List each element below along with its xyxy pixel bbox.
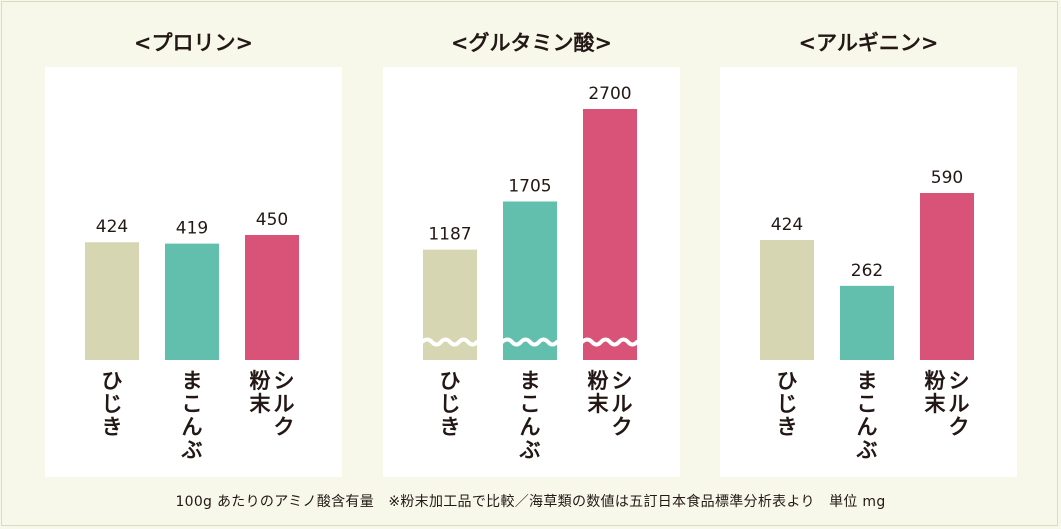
category-label-char: じ <box>102 392 123 416</box>
category-label-char: 末 <box>588 392 610 416</box>
category-label-char: ま <box>520 369 541 393</box>
category-label-char: ひ <box>440 369 461 393</box>
category-label-char: ま <box>857 369 878 393</box>
category-label-char: こ <box>857 392 878 416</box>
chart-title: <アルギニン> <box>799 31 939 55</box>
data-label: 419 <box>176 219 208 239</box>
category-label-char: シ <box>949 369 970 393</box>
category-label-char: 末 <box>250 392 272 416</box>
bar <box>85 242 139 360</box>
data-label: 2700 <box>588 84 631 104</box>
category-label-char: ん <box>182 415 203 439</box>
category-label-char: じ <box>440 392 461 416</box>
category-label-char: ん <box>857 415 878 439</box>
category-label-char: 粉 <box>925 369 946 393</box>
category-label-char: シ <box>612 369 633 393</box>
category-label-char: ひ <box>102 369 123 393</box>
axis-break-wave <box>500 337 559 347</box>
bar <box>583 109 637 360</box>
category-label-char: こ <box>520 392 541 416</box>
bar <box>920 193 974 360</box>
category-label-char: ぶ <box>519 438 541 462</box>
category-label-char: ル <box>949 392 970 416</box>
data-label: 262 <box>851 261 883 281</box>
category-label-char: ク <box>274 415 295 439</box>
data-label: 590 <box>931 168 963 188</box>
footnote: 100g あたりのアミノ酸含有量 ※粉末加工品で比較／海草類の数値は五訂日本食品… <box>175 494 886 510</box>
category-label-char: ル <box>274 392 295 416</box>
bar <box>760 239 814 360</box>
category-label-char: ひ <box>777 369 798 393</box>
category-label-char: ル <box>612 392 633 416</box>
category-label-char: 粉 <box>250 369 271 393</box>
bar <box>165 243 219 360</box>
category-label-char: シ <box>274 369 295 393</box>
category-label-char: き <box>102 415 123 439</box>
axis-break-wave <box>580 337 639 347</box>
category-label-char: 粉 <box>588 369 609 393</box>
category-label-char: ぶ <box>181 438 203 462</box>
category-label-char: ク <box>949 415 970 439</box>
bar <box>503 201 557 360</box>
category-label-char: き <box>440 415 461 439</box>
data-label: 1705 <box>508 176 551 196</box>
data-label: 450 <box>256 210 288 230</box>
category-label-char: ク <box>612 415 633 439</box>
data-label: 1187 <box>428 225 471 245</box>
chart-title: <グルタミン酸> <box>451 31 612 55</box>
category-label-char: き <box>777 415 798 439</box>
data-label: 424 <box>771 215 803 235</box>
axis-break-wave <box>420 337 479 347</box>
category-label-char: ん <box>520 415 541 439</box>
data-label: 424 <box>96 217 128 237</box>
bar <box>245 235 299 360</box>
category-label-char: ぶ <box>856 438 878 462</box>
bar <box>840 285 894 360</box>
category-label-char: じ <box>777 392 798 416</box>
category-label-char: こ <box>182 392 203 416</box>
chart-title: <プロリン> <box>134 31 253 55</box>
category-label-char: ま <box>182 369 203 393</box>
category-label-char: 末 <box>925 392 947 416</box>
